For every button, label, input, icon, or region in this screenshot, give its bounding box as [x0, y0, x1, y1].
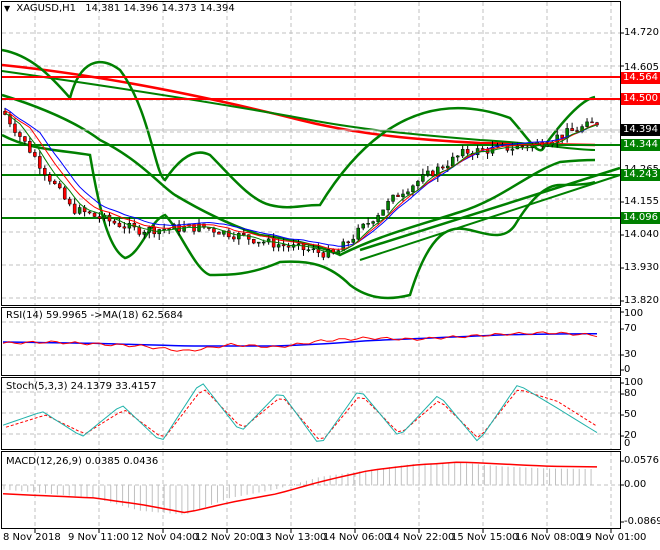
ma-red [4, 109, 598, 250]
trendline-1 [359, 166, 621, 252]
symbol-label: XAGUSD,H1 [16, 3, 77, 14]
stoch-title: Stoch(5,3,3) 24.1379 33.4157 [6, 381, 157, 392]
price-tick: 14.605 [624, 62, 659, 73]
time-axis-ticks [34, 528, 612, 533]
stoch-pane-frame [1, 377, 621, 450]
macd-title: MACD(12,26,9) 0.0385 0.0436 [6, 456, 159, 467]
rsi-tick: 100 [624, 308, 644, 319]
rsi-line [2, 331, 598, 352]
rsi-tick: 70 [624, 323, 637, 334]
stoch-tick: 80 [624, 388, 637, 399]
chart-header: ▼ XAGUSD,H1 14.381 14.396 14.373 14.394 [4, 3, 235, 14]
ohlc-values: 14.381 14.396 14.373 14.394 [85, 3, 235, 14]
macd-tick: 0.00 [624, 479, 647, 490]
time-label: 12 Nov 20:00 [195, 532, 263, 543]
macd-histogram [3, 462, 592, 515]
stoch-tick: 50 [624, 409, 637, 420]
rsi-tick: 30 [624, 349, 637, 360]
price-tick: 14.155 [624, 196, 659, 207]
price-tick: 13.820 [624, 295, 659, 306]
stoch-tick: 0 [624, 438, 631, 449]
stoch-main-line [2, 383, 598, 442]
time-label: 16 Nov 08:00 [515, 532, 583, 543]
macd-signal-line [2, 461, 598, 514]
grid-lines [2, 2, 620, 528]
rsi-title: RSI(14) 59.9965 ->MA(18) 62.5684 [6, 310, 183, 321]
price-pane [1, 48, 621, 300]
stoch-tick: 20 [624, 430, 637, 441]
stoch-signal-line [5, 389, 598, 440]
time-label: 14 Nov 06:00 [323, 532, 391, 543]
price-tick: 14.040 [624, 229, 659, 240]
time-label: 9 Nov 11:00 [68, 532, 130, 543]
time-label: 15 Nov 15:00 [451, 532, 519, 543]
bollinger-upper [1, 48, 596, 209]
macd-tick: 0.0576 [624, 455, 659, 466]
price-tick: 14.720 [624, 27, 659, 38]
candlesticks [3, 107, 599, 261]
ma-blue [4, 107, 598, 247]
price-tag-support-2: 14.243 [621, 169, 660, 181]
rsi-ma-line [2, 332, 598, 347]
long-ma-green [1, 70, 596, 151]
stoch-pane [2, 383, 598, 442]
price-tag-resistance-1: 14.564 [621, 72, 660, 84]
price-tag-support-3: 14.096 [621, 212, 660, 224]
price-tag-current: 14.394 [621, 124, 660, 136]
long-ma-red [1, 63, 596, 147]
main-pane-frame [1, 1, 621, 306]
price-tag-support-1: 14.344 [621, 139, 660, 151]
time-label: 19 Nov 01:00 [579, 532, 647, 543]
time-label: 14 Nov 22:00 [387, 532, 455, 543]
triangle-down-icon[interactable]: ▼ [4, 4, 11, 13]
time-label: 13 Nov 13:00 [259, 532, 327, 543]
price-tag-resistance-2: 14.500 [621, 93, 660, 105]
rsi-pane-frame [1, 307, 621, 376]
price-tick: 13.930 [624, 262, 659, 273]
macd-tick: -0.0869 [624, 516, 660, 527]
stoch-tick: 100 [624, 377, 644, 388]
ma-green [4, 112, 598, 254]
time-label: 12 Nov 04:00 [131, 532, 199, 543]
macd-pane-frame [1, 451, 621, 529]
rsi-tick: 0 [624, 364, 631, 375]
bollinger-lower [1, 133, 596, 300]
rsi-pane [2, 331, 598, 352]
macd-pane [2, 461, 598, 515]
time-label: 8 Nov 2018 [3, 532, 61, 543]
